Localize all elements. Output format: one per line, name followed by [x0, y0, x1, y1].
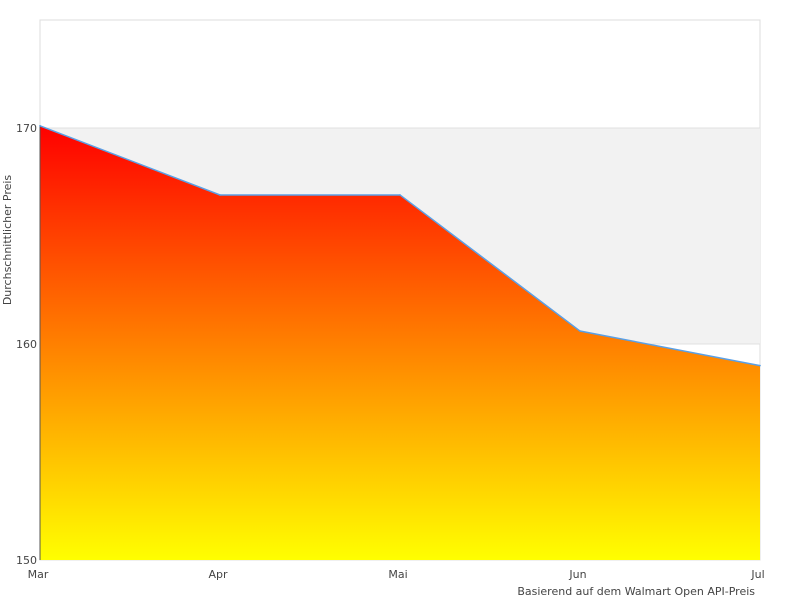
y-tick-label: 170 — [16, 122, 37, 135]
x-axis-label: Basierend auf dem Walmart Open API-Preis — [517, 585, 755, 598]
area-fill — [40, 125, 760, 560]
x-tick-label: Mar — [28, 568, 49, 581]
y-tick-label: 160 — [16, 338, 37, 351]
x-tick-label: Jun — [568, 568, 586, 581]
data-point-Mai — [399, 194, 401, 196]
y-tick-label: 150 — [16, 554, 37, 567]
data-point-Jul — [759, 364, 761, 367]
data-point-Mar — [39, 125, 41, 127]
x-tick-label: Apr — [208, 568, 228, 581]
x-tick-label: Mai — [388, 568, 407, 581]
data-point-Jun — [579, 330, 581, 332]
data-point-Apr — [219, 194, 221, 196]
x-tick-label: Jul — [750, 568, 764, 581]
y-axis-label: Durchschnittlicher Preis — [1, 175, 14, 306]
